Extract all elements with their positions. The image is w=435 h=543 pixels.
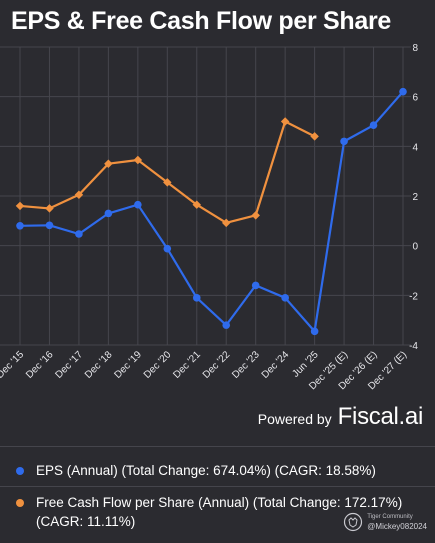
x-tick-label: Dec '16 bbox=[24, 349, 56, 381]
x-tick-label: Dec '21 bbox=[171, 349, 203, 381]
watermark-user: @Mickey082024 bbox=[367, 522, 427, 531]
x-tick-label: Dec '22 bbox=[201, 349, 233, 381]
data-point-eps[interactable] bbox=[310, 327, 319, 336]
data-point-eps[interactable] bbox=[369, 121, 378, 130]
legend-swatch-fcf bbox=[16, 499, 24, 507]
data-point-eps[interactable] bbox=[340, 137, 348, 146]
watermark: Tiger Community @Mickey082024 bbox=[343, 512, 427, 532]
data-point-eps[interactable] bbox=[192, 294, 201, 302]
x-tick-label: Dec '15 bbox=[0, 349, 26, 381]
data-point-eps[interactable] bbox=[104, 209, 113, 218]
data-point-fcf[interactable] bbox=[74, 190, 84, 200]
data-point-fcf[interactable] bbox=[251, 211, 260, 220]
data-point-eps[interactable] bbox=[251, 281, 260, 290]
y-tick-label: 8 bbox=[412, 43, 418, 54]
powered-by-branding[interactable]: Powered by Fiscal.ai bbox=[257, 403, 424, 431]
data-point-eps[interactable] bbox=[222, 321, 231, 329]
tiger-logo-icon bbox=[344, 512, 363, 532]
data-point-fcf[interactable] bbox=[221, 218, 231, 228]
x-tick-label: Dec '18 bbox=[83, 349, 115, 381]
legend-label-fcf: Free Cash Flow per Share (Annual) (Total… bbox=[36, 495, 403, 529]
y-tick-label: -2 bbox=[409, 291, 418, 302]
powered-by-label: Powered by bbox=[257, 411, 332, 427]
legend-swatch-eps bbox=[16, 467, 24, 475]
data-point-fcf[interactable] bbox=[280, 117, 290, 126]
data-point-eps[interactable] bbox=[16, 222, 24, 230]
x-tick-label: Dec '20 bbox=[142, 349, 174, 381]
x-tick-label: Dec '19 bbox=[112, 349, 144, 381]
data-point-eps[interactable] bbox=[134, 200, 142, 209]
y-tick-label: 0 bbox=[412, 242, 418, 253]
watermark-community: Tiger Community bbox=[367, 514, 413, 520]
data-point-fcf[interactable] bbox=[15, 201, 25, 211]
data-point-fcf[interactable] bbox=[133, 155, 143, 165]
data-point-eps[interactable] bbox=[281, 294, 289, 302]
y-axis-ticks: 8 6 4 2 0 -2 -4 bbox=[409, 43, 418, 352]
data-point-eps[interactable] bbox=[45, 221, 54, 230]
x-tick-label: Dec '23 bbox=[230, 349, 262, 381]
data-point-fcf[interactable] bbox=[45, 204, 54, 213]
x-tick-label: Dec '24 bbox=[260, 349, 292, 381]
data-point-fcf[interactable] bbox=[192, 200, 202, 209]
series-line-eps bbox=[19, 90, 404, 333]
data-point-eps[interactable] bbox=[75, 230, 83, 238]
legend-item-fcf[interactable]: Free Cash Flow per Share (Annual) (Total… bbox=[16, 493, 416, 531]
legend-label-eps: EPS (Annual) (Total Change: 674.04%) (CA… bbox=[36, 463, 376, 478]
y-tick-label: 2 bbox=[412, 192, 418, 203]
x-tick-label: Dec '17 bbox=[54, 349, 86, 381]
chart-title: EPS & Free Cash Flow per Share bbox=[11, 7, 392, 35]
legend-item-eps[interactable]: EPS (Annual) (Total Change: 674.04%) (CA… bbox=[16, 461, 416, 480]
y-tick-label: 6 bbox=[412, 93, 418, 104]
grid-lines bbox=[0, 46, 411, 346]
data-point-fcf[interactable] bbox=[163, 178, 172, 187]
legend-divider-top bbox=[0, 446, 435, 447]
data-point-eps[interactable] bbox=[399, 87, 407, 96]
data-point-eps[interactable] bbox=[163, 244, 172, 253]
brand-logo-text: Fiscal.ai bbox=[337, 403, 424, 430]
y-tick-label: 4 bbox=[412, 142, 418, 153]
data-point-fcf[interactable] bbox=[104, 159, 113, 168]
data-point-fcf[interactable] bbox=[310, 132, 319, 141]
y-tick-label: -4 bbox=[409, 341, 418, 352]
legend-divider-middle bbox=[0, 486, 435, 487]
series-lines bbox=[15, 87, 407, 336]
